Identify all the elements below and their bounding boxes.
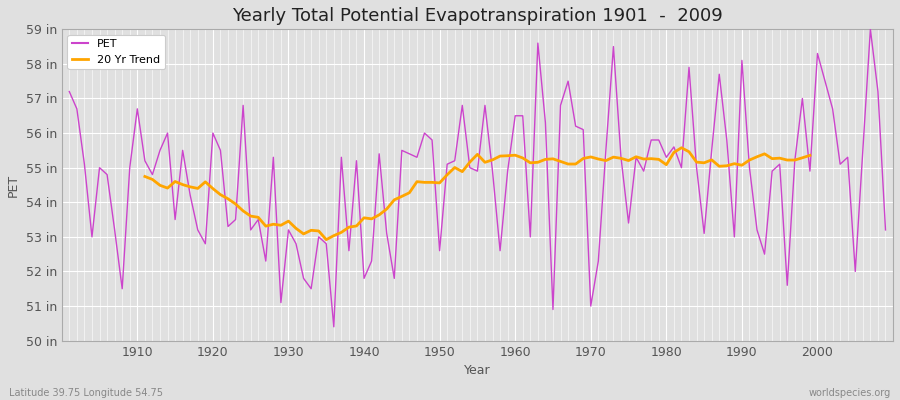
Text: Latitude 39.75 Longitude 54.75: Latitude 39.75 Longitude 54.75: [9, 388, 163, 398]
X-axis label: Year: Year: [464, 364, 491, 377]
Legend: PET, 20 Yr Trend: PET, 20 Yr Trend: [68, 35, 165, 70]
Text: worldspecies.org: worldspecies.org: [809, 388, 891, 398]
Y-axis label: PET: PET: [7, 173, 20, 196]
Title: Yearly Total Potential Evapotranspiration 1901  -  2009: Yearly Total Potential Evapotranspiratio…: [232, 7, 723, 25]
